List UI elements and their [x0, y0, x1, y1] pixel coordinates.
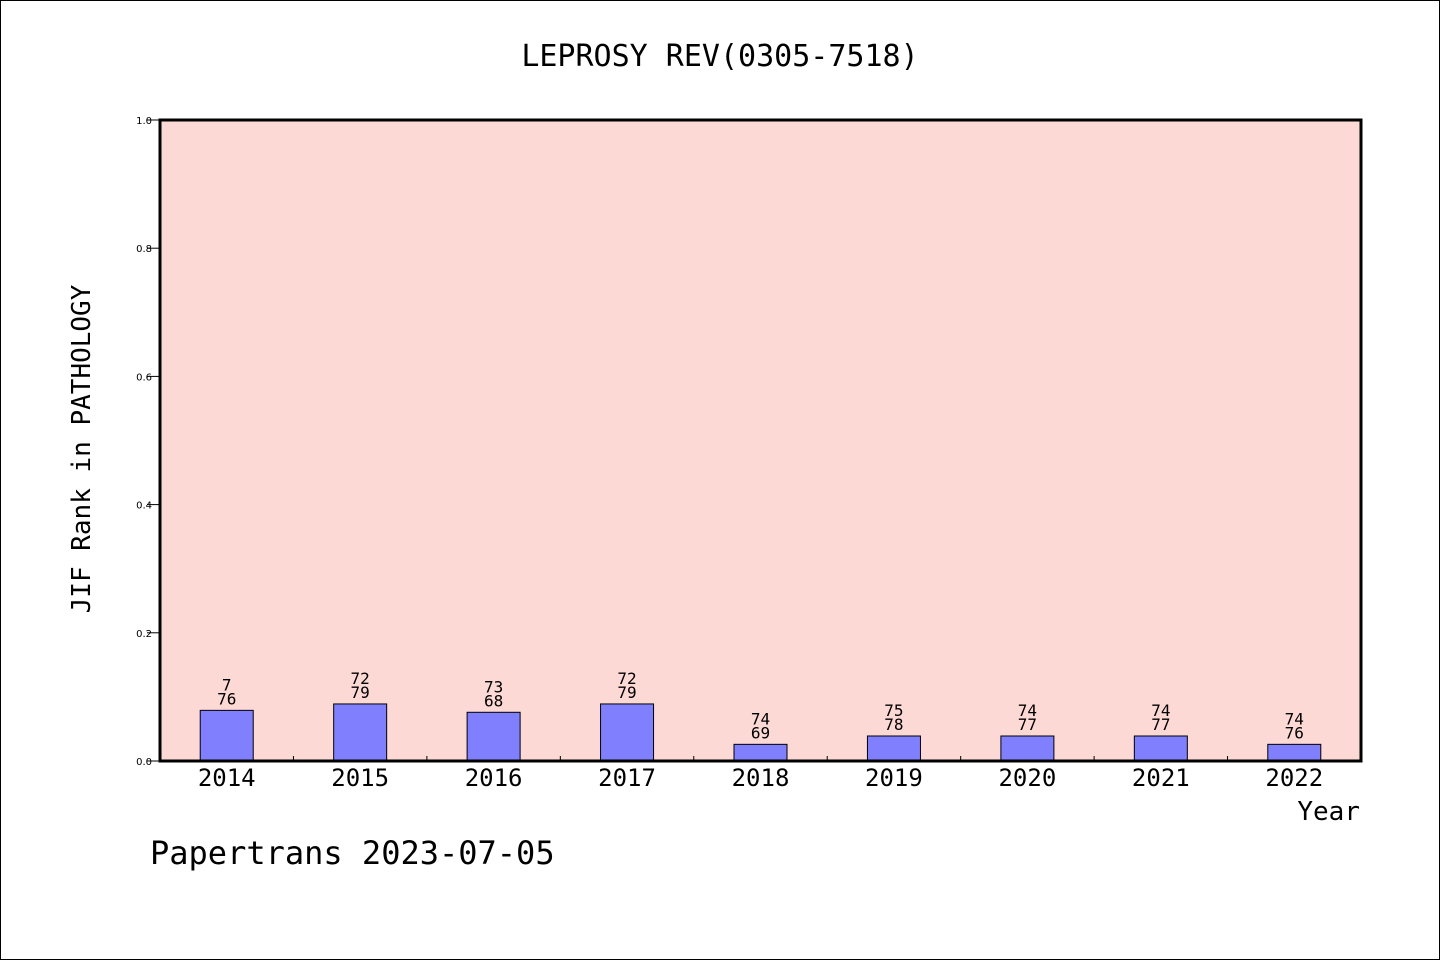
y-tick-label: 0.8: [136, 244, 152, 255]
bar-total-label: 79: [351, 683, 370, 702]
x-tick-label: 2021: [1132, 764, 1190, 792]
bar-total-label: 69: [751, 723, 770, 742]
bar-total-label: 76: [1285, 723, 1304, 742]
bar-rank-label: 74: [1018, 701, 1037, 720]
bar-2016: [466, 711, 521, 762]
bar-2018: [733, 743, 788, 762]
y-tick-label: 0.2: [136, 629, 152, 640]
bar-2017: [600, 703, 655, 762]
x-tick-label: 2020: [998, 764, 1056, 792]
x-axis: 2014 2015 2016 2017 2018 2019 2020 2021 2022: [198, 756, 1323, 792]
bar-2020: [1000, 735, 1055, 762]
bar-2014: [199, 709, 254, 762]
y-axis-label: JIF Rank in PATHOLOGY: [67, 284, 97, 613]
y-tick-label: 0.6: [136, 372, 152, 383]
bar-2019: [866, 735, 921, 762]
bar-2015: [333, 703, 388, 762]
y-axis: 0.0 0.2 0.4 0.6 0.8 1.0: [136, 116, 160, 768]
bar-rank-label: 74: [1285, 709, 1304, 728]
x-tick-label: 2017: [598, 764, 656, 792]
x-axis-label: Year: [1297, 797, 1360, 827]
bar-total-label: 78: [884, 715, 903, 734]
bar-total-label: 76: [217, 689, 236, 708]
chart-title: LEPROSY REV(0305-7518): [521, 39, 918, 74]
bar-2021: [1133, 735, 1188, 762]
y-tick-label: 0.0: [136, 757, 152, 768]
x-tick-label: 2022: [1265, 764, 1323, 792]
x-tick-label: 2015: [331, 764, 389, 792]
bar-total-label: 79: [617, 683, 636, 702]
x-tick-label: 2019: [865, 764, 923, 792]
bar-rank-label: 75: [884, 701, 903, 720]
bars: [199, 703, 1322, 762]
bar-rank-label: 72: [617, 669, 636, 688]
bar-total-label: 77: [1018, 715, 1037, 734]
plot-border: [158, 118, 1363, 763]
bar-total-label: 68: [484, 691, 503, 710]
y-tick-label: 0.4: [136, 501, 152, 512]
x-tick-label: 2014: [198, 764, 256, 792]
bar-total-label: 77: [1151, 715, 1170, 734]
y-tick-label: 1.0: [136, 116, 152, 127]
x-tick-label: 2018: [732, 764, 790, 792]
watermark: Papertrans 2023-07-05: [150, 834, 555, 872]
bar-rank-label: 7: [222, 675, 232, 694]
bar-2022: [1267, 743, 1322, 762]
bar-rank-label: 74: [1151, 701, 1170, 720]
bar-rank-label: 73: [484, 677, 503, 696]
x-tick-label: 2016: [465, 764, 523, 792]
plot-area: [160, 120, 1361, 761]
bar-rank-label: 72: [351, 669, 370, 688]
bar-rank-label: 74: [751, 709, 770, 728]
